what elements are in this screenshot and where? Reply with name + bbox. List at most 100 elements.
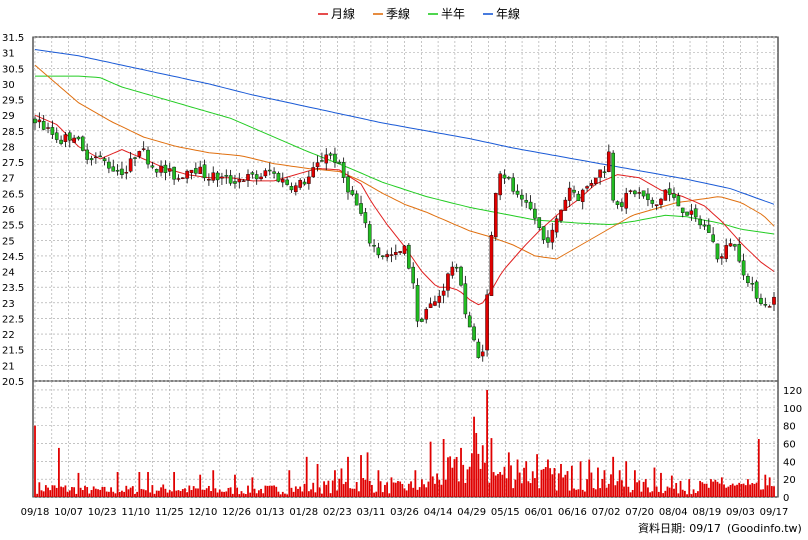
candle-up <box>498 173 502 196</box>
candle-down <box>641 190 646 197</box>
volume-bar <box>568 490 571 497</box>
volume-bar <box>401 483 404 497</box>
volume-bar <box>410 481 412 497</box>
candle-up <box>237 178 242 183</box>
candle-up <box>446 273 450 291</box>
candle-down <box>737 244 742 262</box>
candle-up <box>37 119 42 123</box>
candle-up <box>593 177 598 184</box>
volume-bar <box>44 485 47 497</box>
date-tick-label: 12/26 <box>222 507 251 518</box>
volume-bar <box>694 492 697 497</box>
volume-bar <box>523 467 525 497</box>
price-tick-label: 25 <box>2 236 15 247</box>
candle-down <box>276 172 281 182</box>
volume-bar <box>362 478 365 497</box>
volume-bar <box>268 485 271 497</box>
candle-up <box>220 176 224 179</box>
volume-bar <box>225 491 228 497</box>
volume-bar <box>457 481 460 497</box>
volume-bar <box>164 488 167 497</box>
volume-bar <box>690 494 693 497</box>
candle-up <box>294 185 298 193</box>
volume-bar <box>381 492 384 497</box>
volume-bar <box>479 468 482 497</box>
candle-up <box>424 309 429 320</box>
volume-bar <box>214 488 217 497</box>
price-tick-label: 28 <box>2 142 15 153</box>
volume-bar <box>310 489 312 497</box>
volume-bar <box>260 488 262 497</box>
legend: 月線 季線 半年 年線 <box>318 6 520 21</box>
volume-bar <box>290 487 293 497</box>
candle-down <box>85 149 89 160</box>
date-axis-ticks: 09/18 10/07 10/23 11/10 11/25 12/10 12/26 01/13… <box>21 507 789 518</box>
volume-bar <box>110 487 112 497</box>
volume-bar <box>749 484 751 497</box>
candle-down <box>541 226 546 240</box>
volume-bar <box>288 470 291 497</box>
volume-bar <box>549 468 552 497</box>
volume-bar <box>544 467 547 497</box>
volume-bar <box>697 491 699 497</box>
volume-tick-label: 120 <box>783 386 802 397</box>
volume-bar <box>299 486 302 497</box>
volume-bar <box>492 472 495 497</box>
volume-bar <box>81 490 84 497</box>
volume-bar <box>305 456 308 497</box>
volume-bar <box>736 484 738 497</box>
candle-up <box>480 351 485 357</box>
volume-bar <box>603 470 606 497</box>
volume-bar <box>318 487 321 497</box>
candle-down <box>711 234 715 242</box>
volume-bar <box>625 461 628 497</box>
volume-tick-label: 40 <box>783 457 796 468</box>
volume-bar <box>727 486 730 497</box>
candle-down <box>746 276 750 284</box>
volume-bar <box>218 489 221 497</box>
volume-bar <box>390 477 393 497</box>
volume-bar <box>351 488 354 497</box>
volume-bar <box>321 493 323 497</box>
volume-bar <box>131 486 134 497</box>
volume-bar <box>75 493 78 497</box>
volume-bar <box>525 461 528 497</box>
volume-bar <box>470 453 473 497</box>
volume-bar <box>210 491 212 497</box>
volume-bar <box>770 486 773 497</box>
volume-bar <box>271 485 273 497</box>
volume-bar <box>223 491 225 497</box>
volume-bar <box>105 491 108 497</box>
volume-bar <box>486 389 488 497</box>
volume-bar <box>651 491 654 497</box>
volume-bar <box>547 459 549 497</box>
price-tick-label: 21.5 <box>2 346 24 357</box>
volume-bar <box>683 490 686 497</box>
volume-bar <box>316 463 319 497</box>
candle-up <box>307 176 311 184</box>
volume-bar <box>403 488 406 497</box>
candle-up <box>207 179 211 181</box>
candle-up <box>489 235 494 296</box>
volume-bar <box>514 479 517 497</box>
volume-bar <box>142 489 145 497</box>
candle-up <box>689 210 694 215</box>
candle-down <box>472 326 476 341</box>
volume-bar <box>699 480 701 497</box>
candle-up <box>580 189 585 202</box>
price-tick-label: 27 <box>2 174 15 185</box>
candle-down <box>528 201 533 210</box>
candle-down <box>346 176 350 193</box>
volume-bar <box>534 478 536 497</box>
candle-down <box>202 164 207 179</box>
candle-down <box>89 158 94 161</box>
volume-bar <box>620 480 623 497</box>
date-tick-label: 11/10 <box>121 507 150 518</box>
candle-down <box>120 168 124 175</box>
candle-up <box>263 170 268 177</box>
candle-up <box>259 176 263 180</box>
price-axis-ticks: 20.5 21 21.5 22 22.5 23 23.5 24 24.5 25 25.5 26 26.5… <box>2 33 24 388</box>
grid-lines <box>33 36 778 498</box>
volume-bar <box>388 493 391 497</box>
